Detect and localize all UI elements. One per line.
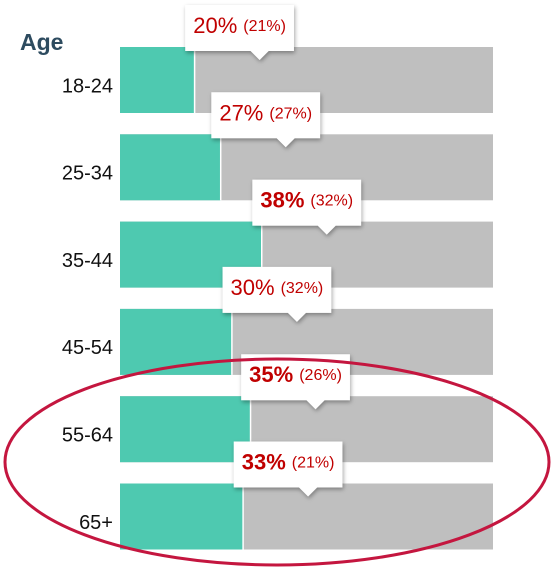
bar (120, 396, 251, 463)
callout: 30% (32%) (222, 266, 332, 322)
callout: 33% (21%) (233, 441, 343, 497)
callout-box (222, 266, 332, 322)
y-tick-label: 18-24 (62, 75, 113, 97)
bar (120, 483, 244, 550)
y-tick-label: 25-34 (62, 163, 113, 185)
value-label: 33% (242, 449, 286, 474)
y-tick-label: 45-54 (62, 337, 113, 359)
y-tick-label: 35-44 (62, 250, 113, 272)
value-label: 38% (260, 187, 304, 212)
y-tick-label: 65+ (79, 512, 113, 534)
comparison-label: (32%) (310, 193, 353, 210)
comparison-label: (26%) (299, 367, 342, 384)
data-label: 35% (26%) (249, 362, 342, 387)
data-label: 20% (21%) (193, 13, 286, 38)
callout: 35% (26%) (241, 354, 350, 410)
y-tick-label: 55-64 (62, 424, 113, 446)
value-label: 35% (249, 362, 293, 387)
value-label: 27% (219, 100, 263, 125)
callout-box (241, 354, 350, 410)
callout: 27% (27%) (211, 92, 321, 148)
plot: 18-24 25-34 35-44 45-54 55-64 65+ 20% (21%) 27% (… (62, 5, 493, 550)
comparison-label: (32%) (281, 280, 324, 297)
value-label: 20% (193, 13, 237, 38)
comparison-label: (27%) (269, 106, 312, 123)
data-label: 30% (32%) (231, 275, 324, 300)
data-label: 27% (27%) (219, 100, 312, 125)
highlight-ellipse (3, 357, 551, 567)
bar (120, 134, 221, 201)
callout-box (233, 441, 343, 497)
comparison-label: (21%) (292, 455, 335, 472)
data-label: 33% (21%) (242, 449, 335, 474)
callout: 20% (21%) (185, 5, 294, 60)
value-label: 30% (231, 275, 275, 300)
bar (120, 308, 232, 375)
callout-box (211, 92, 321, 148)
callout: 38% (32%) (252, 179, 362, 235)
callout-box (185, 5, 294, 60)
data-label: 38% (32%) (260, 187, 353, 212)
callout-box (252, 179, 362, 235)
comparison-label: (21%) (243, 18, 286, 35)
bar (120, 47, 195, 113)
chart-title: Age (20, 29, 63, 55)
